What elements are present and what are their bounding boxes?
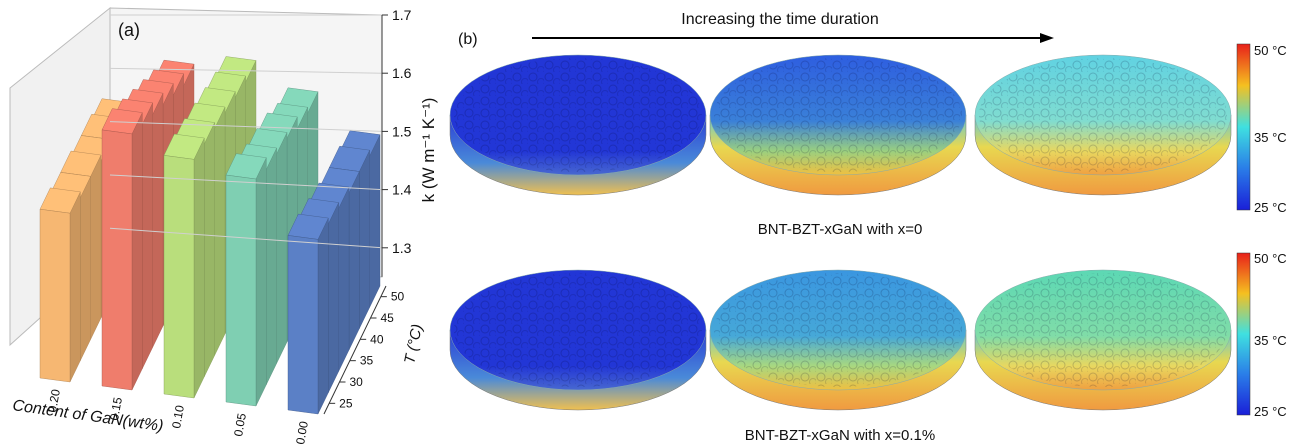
bar-side xyxy=(214,106,226,356)
bar-side xyxy=(193,137,205,399)
bar xyxy=(163,133,205,399)
y-axis-label: Content of GaN(wt%) xyxy=(11,397,164,435)
z-tick-label: 1.6 xyxy=(392,65,412,81)
bar xyxy=(225,153,267,407)
z-tick-label: 1.5 xyxy=(392,123,412,139)
bar-side xyxy=(90,154,102,340)
x-tick-label: 50 xyxy=(391,290,405,304)
grid-line xyxy=(109,67,383,74)
grid-line xyxy=(109,174,383,191)
disc-texture xyxy=(714,58,962,172)
x-tick-label: 45 xyxy=(381,311,395,325)
colorbar-label: 25 °C xyxy=(1254,200,1287,215)
bar-side xyxy=(255,157,267,407)
z-tick-label: 1.4 xyxy=(392,182,412,198)
z-axis-label: k (W m⁻¹ K⁻¹) xyxy=(419,98,438,203)
disc-texture xyxy=(454,273,702,387)
simulation-disc xyxy=(709,269,967,411)
bar-side xyxy=(317,217,329,415)
bar-side xyxy=(152,93,164,348)
panel-b: (b) Increasing the time duration BNT-BZT… xyxy=(449,11,1287,444)
colorbar xyxy=(1236,43,1251,211)
colorbar xyxy=(1236,252,1251,416)
disc-texture xyxy=(454,58,702,172)
y-tick-label: 0.00 xyxy=(293,420,311,446)
y-tick-label: 0.20 xyxy=(45,388,63,414)
bar xyxy=(101,108,143,391)
bar-front xyxy=(163,155,195,399)
series xyxy=(287,130,381,415)
disc-texture xyxy=(714,273,962,387)
panel-label: (b) xyxy=(458,31,478,48)
bar-front xyxy=(39,208,71,383)
x-axis xyxy=(323,285,387,415)
bar xyxy=(39,187,81,383)
panel-label: (a) xyxy=(118,20,140,40)
grid-line xyxy=(109,227,383,249)
y-tick-label: 0.05 xyxy=(231,412,249,438)
y-tick-label: 0.15 xyxy=(107,396,125,422)
colorbar-label: 50 °C xyxy=(1254,43,1287,58)
bar-front xyxy=(225,174,257,407)
series xyxy=(225,87,319,407)
caption: BNT-BZT-xGaN with x=0.1% xyxy=(745,427,935,444)
bar-front xyxy=(287,235,319,415)
bars xyxy=(39,56,381,415)
x-tick-label: 30 xyxy=(350,375,364,389)
bar-side xyxy=(142,102,153,369)
bar-side xyxy=(80,176,91,361)
colorbar-label: 35 °C xyxy=(1254,130,1287,145)
simulation-disc xyxy=(449,269,707,411)
bar xyxy=(287,213,329,415)
grid-line xyxy=(109,121,383,132)
bar-front xyxy=(101,129,133,391)
discs xyxy=(449,54,1232,411)
x-tick-label: 25 xyxy=(339,396,353,410)
z-tick-label: 1.3 xyxy=(392,240,412,256)
bar-side xyxy=(131,112,143,391)
bar-side xyxy=(338,186,350,372)
colorbar-label: 35 °C xyxy=(1254,333,1287,348)
bar-side xyxy=(369,134,381,308)
bar-side xyxy=(276,132,288,364)
disc-texture xyxy=(979,273,1227,387)
z-tick-label: 1.7 xyxy=(392,7,412,23)
colorbar-label: 25 °C xyxy=(1254,404,1287,419)
bar-side xyxy=(328,202,339,393)
x-tick-label: 40 xyxy=(370,332,384,346)
x-tick-label: 35 xyxy=(360,354,374,368)
caption: BNT-BZT-xGaN with x=0 xyxy=(758,221,923,238)
y-tick-label: 0.10 xyxy=(169,404,187,430)
colorbar-label: 50 °C xyxy=(1254,251,1287,266)
bar-side xyxy=(69,191,81,383)
arrow-head xyxy=(1040,33,1054,43)
bar-side xyxy=(359,150,370,329)
bar-side xyxy=(348,171,360,351)
simulation-disc xyxy=(449,54,707,196)
x-axis-label: T (°C) xyxy=(401,323,426,366)
simulation-disc xyxy=(709,54,967,196)
bar-side xyxy=(204,122,215,377)
disc-texture xyxy=(979,58,1227,172)
arrow-text: Increasing the time duration xyxy=(681,11,878,28)
simulation-disc xyxy=(974,269,1232,411)
simulation-disc xyxy=(974,54,1232,196)
